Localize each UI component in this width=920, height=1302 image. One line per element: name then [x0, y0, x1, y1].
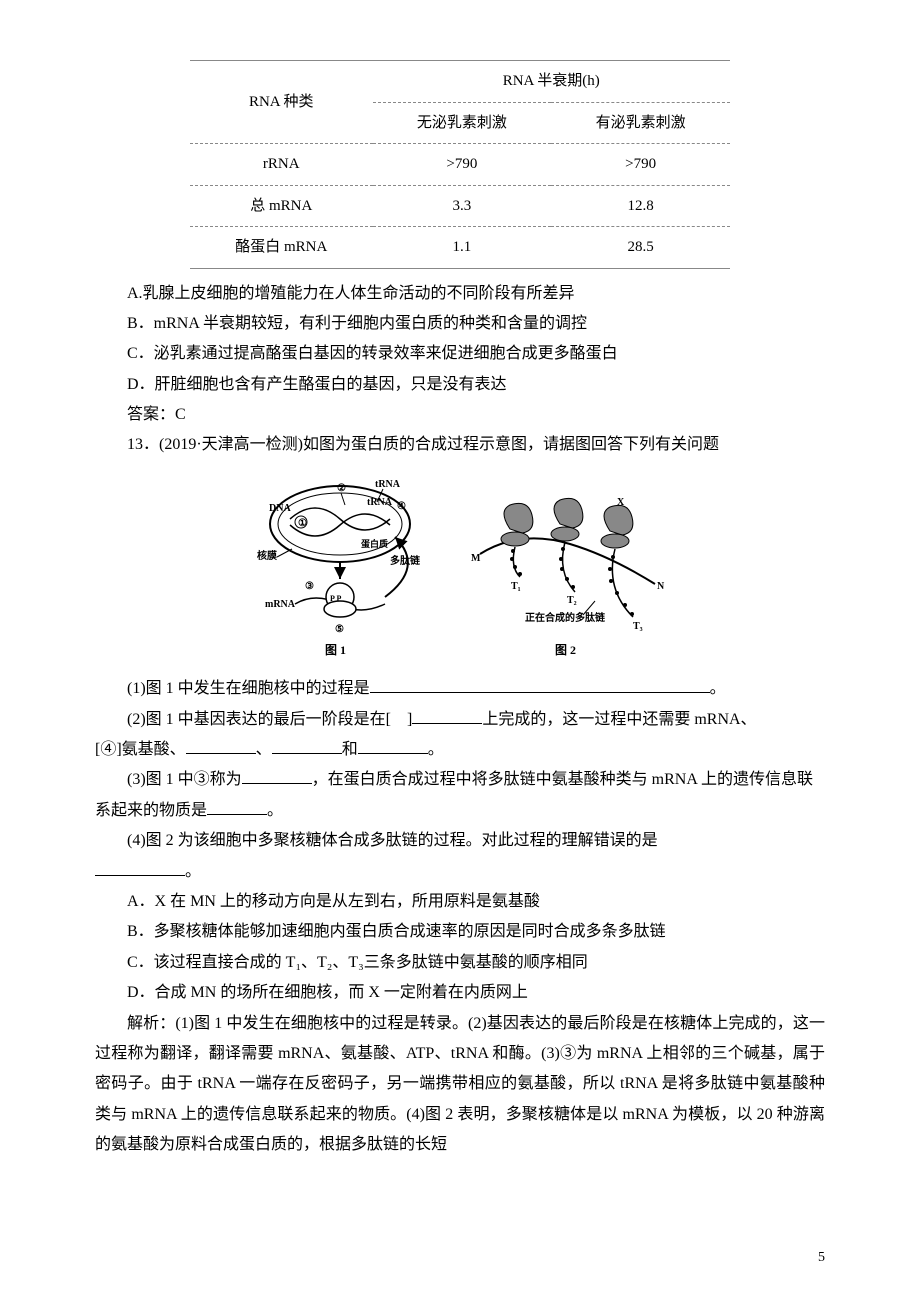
s4b: 。 — [185, 863, 201, 880]
s2c: [④]氨基酸、 — [95, 741, 186, 758]
blank-s2-2[interactable] — [186, 737, 256, 754]
row-rrna-v1: >790 — [373, 144, 552, 186]
row-rrna-name: rRNA — [190, 144, 373, 186]
s2d: 、 — [256, 741, 272, 758]
blank-s2-4[interactable] — [358, 737, 428, 754]
lbl-mrna: mRNA — [265, 599, 296, 610]
s1b: 。 — [710, 680, 726, 697]
row-total-v2: 12.8 — [551, 185, 730, 227]
s2e: 和 — [342, 741, 358, 758]
blank-s4[interactable] — [95, 859, 185, 876]
blank-s3-2[interactable] — [207, 798, 267, 815]
lbl-n4: ④ — [397, 501, 406, 512]
lbl-m: M — [471, 553, 481, 564]
option-d: D．肝脏细胞也含有产生酪蛋白的基因，只是没有表达 — [95, 370, 825, 400]
lbl-synth: 正在合成的多肽链 — [525, 611, 606, 624]
option-b: B．mRNA 半衰期较短，有利于细胞内蛋白质的种类和含量的调控 — [95, 309, 825, 339]
lbl-dna: DNA — [269, 503, 291, 514]
answer-line: 答案：C — [95, 400, 825, 430]
row-casein-name: 酪蛋白 mRNA — [190, 227, 373, 269]
row-casein-v1: 1.1 — [373, 227, 552, 269]
lbl-x: X — [617, 497, 625, 508]
option-c: C．泌乳素通过提高酪蛋白基因的转录效率来促进细胞合成更多酪蛋白 — [95, 339, 825, 369]
lbl-n: N — [657, 581, 665, 592]
lbl-n3: ③ — [305, 581, 314, 592]
q13-s4-line2: 。 — [95, 857, 825, 887]
q13-ob: B．多聚核糖体能够加速细胞内蛋白质合成速率的原因是同时合成多条多肽链 — [95, 917, 825, 947]
th-no-stim: 无泌乳素刺激 — [373, 102, 552, 144]
lbl-hemo: 核膜 — [257, 549, 277, 562]
q13-explanation: 解析：(1)图 1 中发生在细胞核中的过程是转录。(2)基因表达的最后阶段是在核… — [95, 1009, 825, 1161]
protein-synthesis-figure: DNA ① ② tRNA ④ tRNA 核膜 mRNA P P — [245, 469, 675, 659]
s3c: 。 — [267, 802, 283, 819]
th-rna-type: RNA 种类 — [190, 61, 373, 144]
blank-s2-3[interactable] — [272, 737, 342, 754]
q13-s4: (4)图 2 为该细胞中多聚核糖体合成多肽链的过程。对此过程的理解错误的是 — [95, 826, 825, 856]
s2f: 。 — [428, 741, 444, 758]
q13-oa: A．X 在 MN 上的移动方向是从左到右，所用原料是氨基酸 — [95, 887, 825, 917]
lbl-t1: T₁ — [511, 581, 521, 592]
q13-stem: 13．(2019·天津高一检测)如图为蛋白质的合成过程示意图，请据图回答下列有关… — [95, 430, 825, 460]
lbl-n5: ⑤ — [335, 624, 344, 635]
option-a: A.乳腺上皮细胞的增殖能力在人体生命活动的不同阶段有所差异 — [95, 279, 825, 309]
fig1-caption: 图 1 — [325, 643, 346, 657]
blank-s3-1[interactable] — [242, 767, 312, 784]
blank-s1[interactable] — [370, 676, 710, 693]
page-number: 5 — [818, 1245, 825, 1272]
s4a: (4)图 2 为该细胞中多聚核糖体合成多肽链的过程。对此过程的理解错误的是 — [127, 832, 658, 849]
th-half-life: RNA 半衰期(h) — [373, 61, 730, 103]
lbl-n1: ① — [298, 518, 307, 529]
row-casein-v2: 28.5 — [551, 227, 730, 269]
fig2-caption: 图 2 — [555, 643, 576, 657]
lbl-trna2: tRNA — [367, 497, 393, 508]
lbl-t3: T₃ — [633, 621, 643, 632]
lbl-pep: 多肽链 — [390, 554, 421, 567]
q13-s1: (1)图 1 中发生在细胞核中的过程是 。 — [95, 674, 825, 704]
figure-wrap: DNA ① ② tRNA ④ tRNA 核膜 mRNA P P — [95, 469, 825, 670]
lbl-prot: 蛋白质 — [361, 538, 388, 549]
th-has-stim: 有泌乳素刺激 — [551, 102, 730, 144]
lbl-trna1: tRNA — [375, 479, 401, 490]
q13-s2: (2)图 1 中基因表达的最后一阶段是在[ ] 上完成的，这一过程中还需要 mRN… — [95, 705, 825, 735]
lbl-n2: ② — [337, 483, 346, 494]
blank-s2-1[interactable] — [412, 707, 482, 724]
row-rrna-v2: >790 — [551, 144, 730, 186]
q13-od: D．合成 MN 的场所在细胞核，而 X 一定附着在内质网上 — [95, 978, 825, 1008]
q13-s3: (3)图 1 中③称为，在蛋白质合成过程中将多肽链中氨基酸种类与 mRNA 上的… — [95, 765, 825, 826]
s2a: (2)图 1 中基因表达的最后一阶段是在[ ] — [127, 711, 412, 728]
svg-text:P P: P P — [330, 594, 341, 603]
s3a: (3)图 1 中③称为 — [127, 771, 242, 788]
rna-table: RNA 种类 RNA 半衰期(h) 无泌乳素刺激 有泌乳素刺激 rRNA >79… — [190, 60, 730, 269]
s1a: (1)图 1 中发生在细胞核中的过程是 — [127, 680, 370, 697]
q13-oc: C．该过程直接合成的 T₁、T₂、T₃三条多肽链中氨基酸的顺序相同 — [95, 948, 825, 978]
q13-s2-line2: [④]氨基酸、 、 和 。 — [95, 735, 825, 765]
lbl-t2: T₂ — [567, 595, 577, 606]
row-total-v1: 3.3 — [373, 185, 552, 227]
row-total-name: 总 mRNA — [190, 185, 373, 227]
s2b: 上完成的，这一过程中还需要 mRNA、 — [482, 711, 756, 728]
